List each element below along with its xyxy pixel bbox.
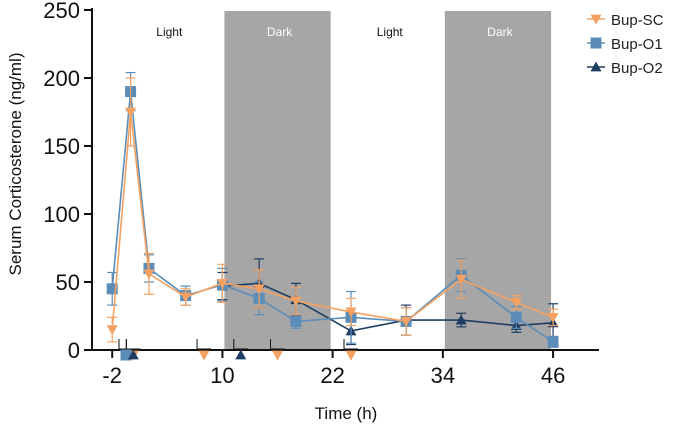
point-bup-sc-11 [547,312,559,323]
legend-label-bup-o1: Bup-O1 [611,36,663,53]
series-line-bup-o1 [111,91,554,343]
dose-marker-bup-o2-1 [233,339,248,360]
y-axis-title: Serum Corticosterone (ng/ml) [6,53,25,276]
band-label-1: Dark [267,25,293,39]
point-bup-sc-5 [253,284,265,295]
dose-bracket-bup-sc-3 [343,339,359,350]
dosing-arrows [118,339,359,361]
dose-symbol-bup-o2-1 [235,349,247,360]
point-bup-o1-11 [547,336,559,348]
point-bup-sc-2 [143,269,155,280]
x-axis-title: Time (h) [315,404,378,423]
series-bup-sc [106,77,559,343]
point-bup-sc-9 [455,274,467,285]
x-tick-label-34: 34 [431,363,455,388]
point-bup-o1-6 [290,315,302,327]
dose-symbol-bup-sc-2 [272,350,284,361]
point-bup-o1-10 [510,311,522,323]
legend: Bup-SC Bup-O1 Bup-O2 [587,12,664,77]
legend-marker-bup-o2 [590,61,602,72]
series-layer [106,71,559,348]
legend-marker-bup-o1 [590,37,602,49]
dose-bracket-bup-o2-1 [233,339,248,350]
y-tick-label-50: 50 [56,270,80,295]
point-bup-sc-8 [400,317,412,327]
dose-bracket-bup-o2-0 [125,339,141,350]
point-bup-o1-0 [106,283,118,295]
x-tick-label--2: -2 [102,363,122,388]
dark-band-1 [224,11,331,350]
dose-bracket-bup-sc-1 [196,339,212,350]
point-bup-sc-6 [290,296,302,307]
dose-marker-bup-sc-1 [196,339,212,361]
x-tick-label-22: 22 [320,363,344,388]
dose-symbol-bup-sc-1 [198,350,210,361]
dose-symbol-bup-o1-0 [120,349,132,361]
x-tick-label-46: 46 [541,363,565,388]
y-tick-label-250: 250 [43,0,80,23]
point-bup-sc-10 [510,298,522,308]
band-label-0: Light [156,25,183,39]
y-tick-label-0: 0 [68,338,80,363]
legend-label-bup-sc: Bup-SC [611,12,664,29]
dose-marker-bup-sc-3 [343,339,359,361]
legend-marker-bup-sc [590,14,602,25]
band-label-2: Light [377,25,404,39]
point-bup-sc-1 [125,107,137,118]
legend-label-bup-o2: Bup-O2 [611,60,663,77]
dark-band-3 [444,11,552,350]
light-dark-bands: Light Dark Light Dark [156,11,552,350]
y-tick-label-150: 150 [43,134,80,159]
dose-bracket-bup-sc-2 [270,339,285,350]
y-tick-label-200: 200 [43,66,80,91]
legend-item-bup-sc: Bup-SC [587,12,664,29]
dose-symbol-bup-sc-3 [345,350,357,361]
x-tick-label-10: 10 [210,363,234,388]
dose-marker-bup-o2-0 [125,339,141,360]
band-label-3: Dark [487,25,513,39]
point-bup-sc-3 [180,292,192,303]
dose-marker-bup-sc-2 [270,339,285,361]
point-bup-o2-5 [455,314,467,325]
point-bup-sc-0 [106,325,118,336]
series-line-bup-sc [111,111,554,330]
dose-symbol-bup-o2-0 [127,349,139,360]
point-bup-sc-4 [216,278,228,289]
dose-bracket-bup-sc-0 [125,339,141,350]
point-bup-sc-7 [345,307,357,318]
y-tick-label-100: 100 [43,202,80,227]
legend-item-bup-o1: Bup-O1 [587,36,663,53]
axes: 0 50 100 150 200 250 -2 10 22 34 46 [43,0,599,388]
legend-item-bup-o2: Bup-O2 [587,60,663,77]
series-line-bup-o2 [222,282,554,332]
